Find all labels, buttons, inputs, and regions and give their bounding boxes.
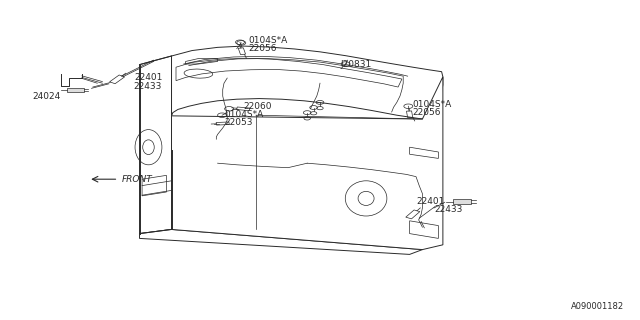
Text: J20831: J20831 [340, 60, 372, 68]
Text: 22053: 22053 [224, 118, 253, 127]
Text: FRONT: FRONT [122, 175, 152, 184]
Polygon shape [140, 56, 172, 234]
Polygon shape [176, 58, 402, 87]
Text: 22401: 22401 [134, 73, 163, 82]
Text: 22401: 22401 [416, 197, 444, 206]
Text: 0104S*A: 0104S*A [248, 36, 287, 44]
Text: 24024: 24024 [32, 92, 60, 101]
Text: 22433: 22433 [133, 82, 161, 91]
Text: 0104S*A: 0104S*A [224, 110, 263, 119]
Text: 22056: 22056 [413, 108, 442, 117]
Polygon shape [67, 88, 84, 92]
Text: 22060: 22060 [243, 102, 272, 111]
Text: 22433: 22433 [434, 205, 462, 214]
Text: 0104S*A: 0104S*A [413, 100, 452, 109]
Polygon shape [140, 229, 422, 254]
Polygon shape [453, 199, 471, 204]
Text: 22056: 22056 [248, 44, 277, 52]
Polygon shape [172, 46, 443, 122]
Polygon shape [172, 77, 443, 250]
Text: A090001182: A090001182 [571, 302, 624, 311]
